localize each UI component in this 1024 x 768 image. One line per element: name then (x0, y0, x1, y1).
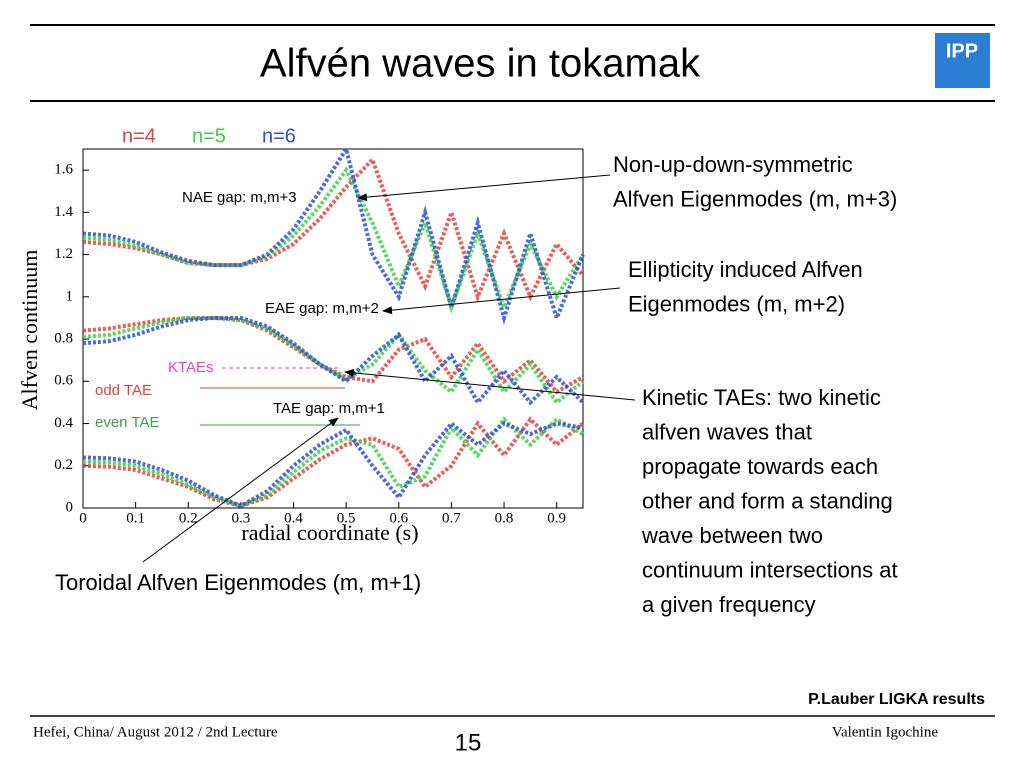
y-tick-label: 0.8 (54, 330, 73, 346)
y-tick-label: 1.4 (54, 204, 73, 220)
continuum-branch (82, 143, 585, 326)
y-axis-label: Alfven continuum (17, 250, 42, 411)
callout-line: propagate towards each (642, 454, 878, 479)
callout-line: Kinetic TAEs: two kinetic (642, 385, 881, 410)
x-tick-label: 0.9 (547, 510, 566, 526)
continuum-branch (82, 315, 584, 395)
plot-frame (82, 148, 584, 509)
x-tick-label: 0.3 (232, 510, 251, 526)
legend-entry: n=5 (192, 125, 226, 147)
x-tick-label: 0.4 (284, 510, 303, 526)
arrow (344, 368, 636, 401)
callouts: Non-up-down-symmetric Alfven Eigenmodes (… (613, 152, 898, 617)
x-tick-label: 0.6 (389, 510, 408, 526)
x-tick-label: 0.1 (126, 510, 145, 526)
y-tick-label: 0.6 (54, 373, 73, 389)
callout-line: wave between two (641, 523, 823, 548)
callout-line: Ellipticity induced Alfven (628, 257, 863, 282)
plot: 0 0.1 0.2 0.3 0.4 0.5 0.6 0.7 0.8 0.9 0 0.2 0.4 0.6 0.… (17, 125, 585, 545)
callout-line: Alfven Eigenmodes (m, m+3) (613, 186, 897, 211)
x-tick-label: 0 (79, 510, 87, 526)
annotation: NAE gap: m,m+3 (182, 189, 297, 206)
continuum-branch (82, 315, 585, 406)
continuum-branch (82, 416, 584, 509)
footer-right: Valentin Igochine (832, 724, 939, 740)
arrow (382, 287, 621, 315)
annotation: odd TAE (95, 382, 152, 399)
footer-left: Hefei, China/ August 2012 / 2nd Lecture (33, 724, 278, 740)
annotation: KTAEs (168, 359, 214, 376)
callout-line: continuum intersections at (642, 557, 898, 582)
callout: Toroidal Alfven Eigenmodes (m, m+1) (55, 570, 421, 595)
x-tick-label: 0.5 (337, 510, 356, 526)
continuum-branch (82, 155, 585, 303)
arrow (142, 417, 339, 563)
x-tick-label: 0.8 (495, 510, 514, 526)
callout-line: Eigenmodes (m, m+2) (628, 291, 845, 316)
callout-line: other and form a standing (642, 488, 893, 513)
title: Alfvén waves in tokamak (260, 42, 701, 86)
y-tick-label: 0 (66, 499, 74, 515)
logo: IPP (946, 40, 978, 62)
callout-line: Non-up-down-symmetric (613, 152, 853, 177)
arrow (357, 174, 611, 202)
continuum-branch (82, 416, 585, 508)
callout-line: alfven waves that (642, 419, 812, 444)
logo-box (935, 33, 990, 88)
legend-entry: n=6 (262, 125, 296, 147)
continuum-branch (82, 420, 584, 509)
continuum-branch (82, 315, 585, 406)
y-tick-label: 1.2 (54, 246, 73, 262)
y-tick-label: 0.4 (54, 415, 73, 431)
y-tick-label: 0.2 (54, 457, 73, 473)
x-tick-label: 0.7 (442, 510, 461, 526)
x-axis-label: radial coordinate (s) (241, 520, 418, 545)
x-tick-label: 0.2 (179, 510, 198, 526)
y-tick-label: 1 (66, 288, 74, 304)
credit: P.Lauber LIGKA results (808, 691, 985, 708)
annotation: EAE gap: m,m+2 (265, 300, 379, 317)
callout-line: a given frequency (642, 592, 816, 617)
annotation: even TAE (95, 414, 159, 431)
annotation: TAE gap: m,m+1 (273, 400, 385, 417)
legend-entry: n=4 (122, 125, 156, 147)
y-tick-label: 1.6 (54, 162, 73, 178)
page-number: 15 (455, 729, 482, 756)
